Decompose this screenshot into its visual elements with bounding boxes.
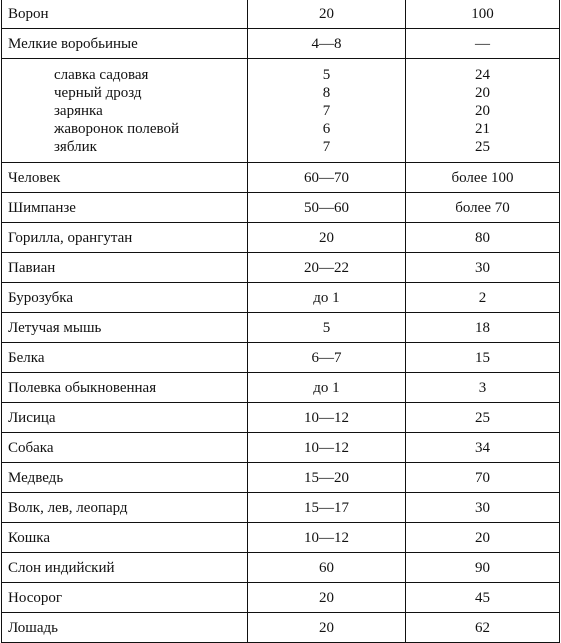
table-row: Лисица 10—12 25 bbox=[1, 402, 560, 433]
animal-name: Бурозубка bbox=[1, 282, 248, 313]
average-lifespan: 50—60 bbox=[247, 192, 406, 223]
max-lifespan: 3 bbox=[405, 372, 560, 403]
average-lifespan: 15—17 bbox=[247, 492, 406, 523]
animal-name: Белка bbox=[1, 342, 248, 373]
average-lifespan: 4—8 bbox=[247, 28, 406, 59]
max-lifespan: 80 bbox=[405, 222, 560, 253]
animal-name: Человек bbox=[1, 162, 248, 193]
table-row: Бурозубка до 1 2 bbox=[1, 282, 560, 313]
average-lifespan: 10—12 bbox=[247, 522, 406, 553]
max-lifespan: 15 bbox=[405, 342, 560, 373]
species-name: черный дрозд bbox=[54, 85, 142, 101]
max-lifespan: 45 bbox=[405, 582, 560, 613]
average-lifespan: 20 bbox=[247, 582, 406, 613]
average-lifespan: до 1 bbox=[247, 282, 406, 313]
average-lifespan: 7 bbox=[322, 103, 331, 119]
table-row: Кошка 10—12 20 bbox=[1, 522, 560, 553]
max-lifespan: более 70 bbox=[405, 192, 560, 223]
max-lifespan: 2 bbox=[405, 282, 560, 313]
max-lifespan: 25 bbox=[405, 402, 560, 433]
average-lifespan: 60—70 bbox=[247, 162, 406, 193]
average-lifespan: 8 bbox=[322, 85, 331, 101]
table-row: Шимпанзе 50—60 более 70 bbox=[1, 192, 560, 223]
animal-name: Лошадь bbox=[1, 612, 248, 643]
max-lifespan: — bbox=[405, 28, 560, 59]
average-lifespan: 20—22 bbox=[247, 252, 406, 283]
max-lifespan: 21 bbox=[475, 121, 490, 137]
species-name-list: славка садовая черный дрозд зарянка жаво… bbox=[8, 66, 241, 156]
animal-name: Медведь bbox=[1, 462, 248, 493]
animal-name: Летучая мышь bbox=[1, 312, 248, 343]
table-row: Мелкие воробьиные 4—8 — bbox=[1, 28, 560, 59]
animal-name: Волк, лев, леопард bbox=[1, 492, 248, 523]
average-lifespan: 7 bbox=[322, 139, 331, 155]
max-lifespan: 30 bbox=[405, 492, 560, 523]
max-lifespan: 34 bbox=[405, 432, 560, 463]
species-max-list: 24 20 20 21 25 bbox=[412, 66, 553, 156]
max-lifespan: 90 bbox=[405, 552, 560, 583]
table-row: Белка 6—7 15 bbox=[1, 342, 560, 373]
species-name: зяблик bbox=[54, 139, 97, 155]
table-row: Павиан 20—22 30 bbox=[1, 252, 560, 283]
average-lifespan: 6 bbox=[322, 121, 331, 137]
max-lifespan: 100 bbox=[405, 0, 560, 29]
average-lifespan: 10—12 bbox=[247, 432, 406, 463]
average-lifespan: 6—7 bbox=[247, 342, 406, 373]
max-lifespan: 20 bbox=[475, 103, 490, 119]
table-row: Медведь 15—20 70 bbox=[1, 462, 560, 493]
species-average-cell: 5 8 7 6 7 bbox=[247, 58, 406, 163]
average-lifespan: 5 bbox=[247, 312, 406, 343]
table-row: Лошадь 20 62 bbox=[1, 612, 560, 643]
animal-name: Полевка обыкновенная bbox=[1, 372, 248, 403]
table-row: Полевка обыкновенная до 1 3 bbox=[1, 372, 560, 403]
animal-name: Шимпанзе bbox=[1, 192, 248, 223]
species-name: славка садовая bbox=[54, 67, 149, 83]
average-lifespan: 60 bbox=[247, 552, 406, 583]
max-lifespan: 30 bbox=[405, 252, 560, 283]
max-lifespan: 25 bbox=[475, 139, 490, 155]
max-lifespan: 20 bbox=[475, 85, 490, 101]
animal-name: Носорог bbox=[1, 582, 248, 613]
species-name: зарянка bbox=[54, 103, 103, 119]
table-row: Летучая мышь 5 18 bbox=[1, 312, 560, 343]
max-lifespan: 24 bbox=[475, 67, 490, 83]
average-lifespan: 5 bbox=[322, 67, 331, 83]
average-lifespan: 20 bbox=[247, 0, 406, 29]
average-lifespan: 15—20 bbox=[247, 462, 406, 493]
max-lifespan: 18 bbox=[405, 312, 560, 343]
table-row: Носорог 20 45 bbox=[1, 582, 560, 613]
average-lifespan: 20 bbox=[247, 222, 406, 253]
animal-name: Лисица bbox=[1, 402, 248, 433]
animal-name: Кошка bbox=[1, 522, 248, 553]
species-names-cell: славка садовая черный дрозд зарянка жаво… bbox=[1, 58, 248, 163]
average-lifespan: до 1 bbox=[247, 372, 406, 403]
table-row: Волк, лев, леопард 15—17 30 bbox=[1, 492, 560, 523]
table-row: Человек 60—70 более 100 bbox=[1, 162, 560, 193]
average-lifespan: 20 bbox=[247, 612, 406, 643]
table-row: Горилла, орангутан 20 80 bbox=[1, 222, 560, 253]
animal-name: Мелкие воробьиные bbox=[1, 28, 248, 59]
table-row: Собака 10—12 34 bbox=[1, 432, 560, 463]
animal-name: Ворон bbox=[1, 0, 248, 29]
average-lifespan: 10—12 bbox=[247, 402, 406, 433]
max-lifespan: 70 bbox=[405, 462, 560, 493]
table-row: Ворон 20 100 bbox=[1, 0, 560, 29]
animal-name: Собака bbox=[1, 432, 248, 463]
table-row-passerine-species: славка садовая черный дрозд зарянка жаво… bbox=[1, 58, 560, 163]
max-lifespan: 62 bbox=[405, 612, 560, 643]
species-average-list: 5 8 7 6 7 bbox=[254, 66, 399, 156]
animal-name: Горилла, орангутан bbox=[1, 222, 248, 253]
species-max-cell: 24 20 20 21 25 bbox=[405, 58, 560, 163]
table-row: Слон индийский 60 90 bbox=[1, 552, 560, 583]
species-name: жаворонок полевой bbox=[54, 121, 180, 137]
max-lifespan: 20 bbox=[405, 522, 560, 553]
animal-name: Слон индийский bbox=[1, 552, 248, 583]
animal-name: Павиан bbox=[1, 252, 248, 283]
max-lifespan: более 100 bbox=[405, 162, 560, 193]
